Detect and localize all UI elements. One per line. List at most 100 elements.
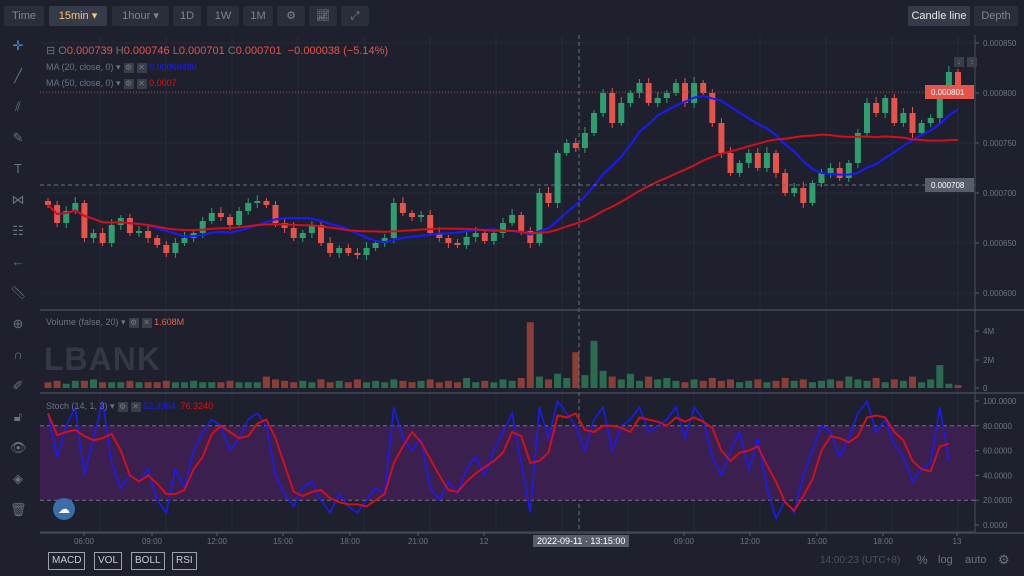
interval-1d-button[interactable]: 1D [173, 6, 201, 26]
candle-body [672, 83, 679, 93]
volume-bar [818, 380, 825, 388]
interval-1w-button[interactable]: 1W [207, 6, 239, 26]
candle-body [554, 153, 561, 203]
volume-bar [936, 365, 944, 388]
candle-body [718, 123, 725, 153]
close-label: C [227, 45, 236, 57]
fullscreen-button[interactable]: ⤢ [341, 6, 369, 26]
layers-icon[interactable]: ◈ [13, 471, 23, 486]
volume-bar [845, 376, 853, 388]
volume-bar [44, 382, 52, 388]
volume-bar [281, 380, 289, 388]
macd-button[interactable]: MACD [48, 552, 86, 570]
close-icon[interactable]: ✕ [141, 317, 152, 328]
candle-body [663, 93, 670, 98]
interval-1hour-dropdown[interactable]: 1hour ▾ [112, 6, 169, 26]
candle-body [836, 168, 843, 178]
close-icon[interactable]: ✕ [136, 62, 147, 73]
volume-bar [590, 340, 598, 388]
close-icon[interactable]: ✕ [136, 78, 147, 89]
boll-button[interactable]: BOLL [131, 552, 165, 570]
eye-icon[interactable]: 👁︎ [10, 440, 27, 455]
stoch-legend: Stoch (14, 1, 3) ▾ ⚙ ✕ 52.3364 76.3240 [46, 401, 214, 412]
log-toggle[interactable]: log [938, 554, 953, 566]
trendline-icon[interactable]: ╱ [14, 68, 22, 83]
volume-bar [554, 373, 562, 388]
candle-body [500, 223, 506, 233]
time-tick-label: 06:00 [74, 537, 95, 546]
candle-body [336, 248, 343, 253]
arrow-down-icon[interactable]: ↓ [954, 56, 964, 67]
candle-body [63, 211, 70, 223]
volume-bar [363, 382, 370, 388]
ruler-icon[interactable]: 📏︎ [10, 285, 27, 300]
drawing-toolbar: ✛ ╱ ⫽ ✎ T ⋈ ☷ ← 📏︎ ⊕ ∩ ✐ 🔓︎ 👁︎ ◈ 🗑︎ [0, 32, 36, 548]
candle-body [727, 153, 734, 173]
chevron-down-icon: ▾ [153, 10, 159, 22]
candle-body [527, 231, 534, 243]
interval-1m-button[interactable]: 1M [243, 6, 273, 26]
volume-bar [781, 377, 789, 388]
crosshair-icon[interactable]: ✛ [12, 38, 24, 53]
gear-icon[interactable]: ⚙ [998, 552, 1010, 567]
logo-badge-icon: ☁ [53, 498, 75, 520]
volume-bar [563, 377, 571, 388]
time-tick-label: 13 [953, 537, 962, 546]
volume-bar [162, 380, 170, 388]
text-icon[interactable]: T [14, 161, 22, 176]
volume-bar [745, 380, 753, 388]
candle-body [618, 103, 625, 123]
volume-bar [736, 382, 744, 388]
candle-line-button[interactable]: Candle line [908, 6, 970, 26]
fibonacci-icon[interactable]: ☷ [12, 223, 24, 238]
collapse-icon[interactable]: ⊟ [46, 45, 56, 57]
gear-icon[interactable]: ⚙ [117, 401, 128, 412]
volume-legend: Volume (false, 20) ▾ ⚙ ✕ 1.608M [46, 317, 185, 328]
candle-body [818, 173, 825, 183]
candle-body [873, 103, 880, 113]
brush-icon[interactable]: ✎ [12, 130, 24, 145]
last-price-label: 0.000801 [931, 88, 965, 97]
chart-canvas[interactable]: 0.000850 0.000800 0.000750 0.000700 0.000650… [0, 0, 1024, 548]
crosshair-price-badge [925, 178, 974, 192]
time-tick-label: 15:00 [273, 537, 294, 546]
depth-button[interactable]: Depth [974, 6, 1018, 26]
volume-bar [217, 382, 225, 388]
gear-icon[interactable]: ⚙ [123, 78, 134, 89]
rsi-button[interactable]: RSI [172, 552, 197, 570]
candle-body [509, 215, 516, 223]
auto-toggle[interactable]: auto [965, 554, 987, 566]
volume-bar [617, 379, 625, 388]
magnet-icon[interactable]: ∩ [13, 347, 23, 362]
interval-15min-dropdown[interactable]: 15min ▾ [49, 6, 107, 26]
fit-icon[interactable]: ↕ [967, 56, 977, 67]
stoch-tick-label: 80.0000 [983, 422, 1012, 431]
volume-bar [890, 379, 898, 388]
volume-tick-label: 0 [983, 384, 988, 393]
volume-bar [153, 382, 161, 388]
zoom-in-icon[interactable]: ⊕ [12, 316, 24, 331]
candle-body [591, 113, 597, 133]
gear-icon[interactable]: ⚙ [128, 317, 139, 328]
open-label: O [58, 45, 67, 57]
volume-bar [763, 382, 771, 388]
candle-body [99, 233, 106, 243]
volume-bar [308, 382, 316, 388]
candle-body [345, 248, 352, 253]
time-button[interactable]: Time [4, 6, 44, 26]
settings-button[interactable]: ⚙ [277, 6, 305, 26]
arrow-left-icon[interactable]: ← [11, 254, 25, 269]
lock-icon[interactable]: 🔓︎ [13, 409, 23, 424]
indicators-button[interactable]: 📈︎ [309, 6, 337, 26]
vol-button[interactable]: VOL [94, 552, 123, 570]
percent-toggle[interactable]: % [917, 553, 928, 567]
trash-icon[interactable]: 🗑︎ [10, 502, 27, 517]
volume-bar [608, 376, 616, 388]
close-icon[interactable]: ✕ [130, 401, 141, 412]
gear-icon[interactable]: ⚙ [123, 62, 134, 73]
lock-drawing-icon[interactable]: ✐ [12, 378, 24, 393]
multi-line-icon[interactable]: ⫽ [15, 99, 21, 114]
pattern-icon[interactable]: ⋈ [11, 192, 25, 207]
ma50-label: MA (50, close, 0) [46, 78, 114, 88]
stoch-tick-label: 100.0000 [983, 397, 1017, 406]
